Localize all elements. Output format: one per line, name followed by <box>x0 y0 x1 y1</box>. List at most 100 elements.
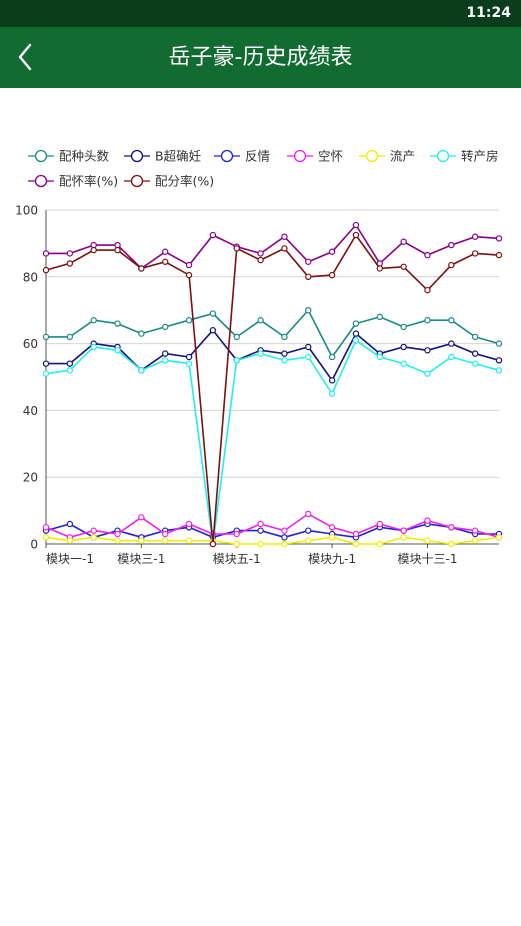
series-6-point <box>328 390 336 397</box>
series-6-point <box>233 357 240 364</box>
series-7-point <box>42 250 50 257</box>
series-5-point <box>400 534 407 541</box>
series-2-point <box>471 350 479 357</box>
series-6-point <box>471 360 479 367</box>
series-6-point <box>185 360 193 367</box>
series-1-point <box>305 306 312 314</box>
series-7-point <box>400 238 407 245</box>
series-8-point <box>328 271 336 279</box>
series-1-point <box>162 323 169 331</box>
y-tick-label: 80 <box>23 270 38 284</box>
series-4-point <box>448 524 455 531</box>
series-5-point <box>352 540 360 548</box>
legend-marker <box>220 149 234 163</box>
series-line-2 <box>46 329 500 382</box>
series-8-point <box>376 265 383 272</box>
x-tick-label: 模块九-1 <box>308 552 356 566</box>
series-1-point <box>352 320 360 327</box>
series-6-point <box>281 357 288 364</box>
series-8-point <box>162 258 169 265</box>
series-8-point <box>209 540 217 548</box>
series-8-point <box>66 260 74 267</box>
series-5-point <box>257 540 264 548</box>
series-1-point <box>66 333 74 341</box>
series-4-point <box>471 527 479 534</box>
legend-label: 配分率(%) <box>155 174 214 189</box>
x-tick-label: 模块一-1 <box>46 552 94 566</box>
series-8-point <box>305 273 312 280</box>
series-5-point <box>114 537 121 544</box>
legend-label: 流产 <box>390 149 415 164</box>
series-5-point <box>90 534 97 541</box>
series-7-point <box>424 251 431 259</box>
series-2-point <box>424 347 431 354</box>
series-1-point <box>138 330 145 337</box>
series-2-point <box>400 343 407 351</box>
series-2-point <box>352 330 360 337</box>
series-1-point <box>114 320 121 327</box>
series-3-point <box>257 527 264 534</box>
series-2-point <box>328 377 336 384</box>
series-6-point <box>42 370 50 377</box>
series-5-point <box>66 537 74 544</box>
series-5-point <box>162 537 169 544</box>
legend-marker <box>34 149 48 163</box>
series-4-point <box>90 527 97 534</box>
series-7-point <box>209 231 217 239</box>
y-tick-label: 100 <box>15 204 38 218</box>
series-7-point <box>495 235 503 242</box>
series-1-point <box>281 333 288 341</box>
series-7-point <box>162 248 169 255</box>
status-bar: 11:24 <box>0 0 521 27</box>
series-2-point <box>162 350 169 357</box>
legend-label: 空怀 <box>318 149 343 164</box>
series-1-point <box>471 333 479 341</box>
series-4-point <box>42 524 50 531</box>
legend-label: B超确妊 <box>155 149 202 164</box>
page-title: 岳子豪-历史成绩表 <box>168 45 353 70</box>
series-2-point <box>495 357 503 364</box>
series-5-point <box>328 534 336 541</box>
series-1-point <box>90 317 97 324</box>
app-bar: 岳子豪-历史成绩表 <box>0 27 521 88</box>
series-6-point <box>352 337 360 344</box>
series-line-3 <box>45 523 499 539</box>
series-5-point <box>233 540 240 548</box>
series-6-point <box>66 367 74 374</box>
legend-label: 反情 <box>245 149 270 164</box>
series-2-point <box>185 353 193 361</box>
series-2-point <box>305 343 312 351</box>
series-8-point <box>114 246 121 254</box>
series-line-4 <box>45 513 500 539</box>
y-tick-label: 60 <box>23 337 38 351</box>
series-8-point <box>281 245 288 252</box>
legend-marker <box>436 149 450 163</box>
series-4-point <box>162 530 169 538</box>
y-tick-label: 20 <box>23 471 38 485</box>
series-1-point <box>233 333 240 341</box>
series-8-point <box>471 250 479 257</box>
legend-marker <box>34 174 48 188</box>
series-5-point <box>42 534 50 541</box>
series-line-5 <box>45 536 500 545</box>
series-6-point <box>495 367 503 374</box>
series-5-point <box>305 537 312 544</box>
series-6-point <box>138 367 145 374</box>
series-1-point <box>209 310 217 317</box>
series-4-point <box>233 530 240 538</box>
back-button[interactable] <box>8 37 48 77</box>
chart-container: 配种头数 B超确妊 反情 空怀 流产 转产房 配怀率(%) 配分率(%) 0 20 40 60 80 10… <box>0 140 521 580</box>
series-7-point <box>257 250 264 257</box>
series-8-point <box>400 263 407 270</box>
series-7-point <box>471 233 479 240</box>
series-5-point <box>138 537 145 544</box>
series-3-point <box>281 534 288 541</box>
series-7-point <box>328 248 336 255</box>
series-6-point <box>114 347 121 354</box>
series-6-point <box>424 370 431 377</box>
series-2-point <box>209 327 217 334</box>
series-1-point <box>495 340 503 347</box>
series-4-point <box>328 524 336 531</box>
series-4-point <box>257 520 264 528</box>
